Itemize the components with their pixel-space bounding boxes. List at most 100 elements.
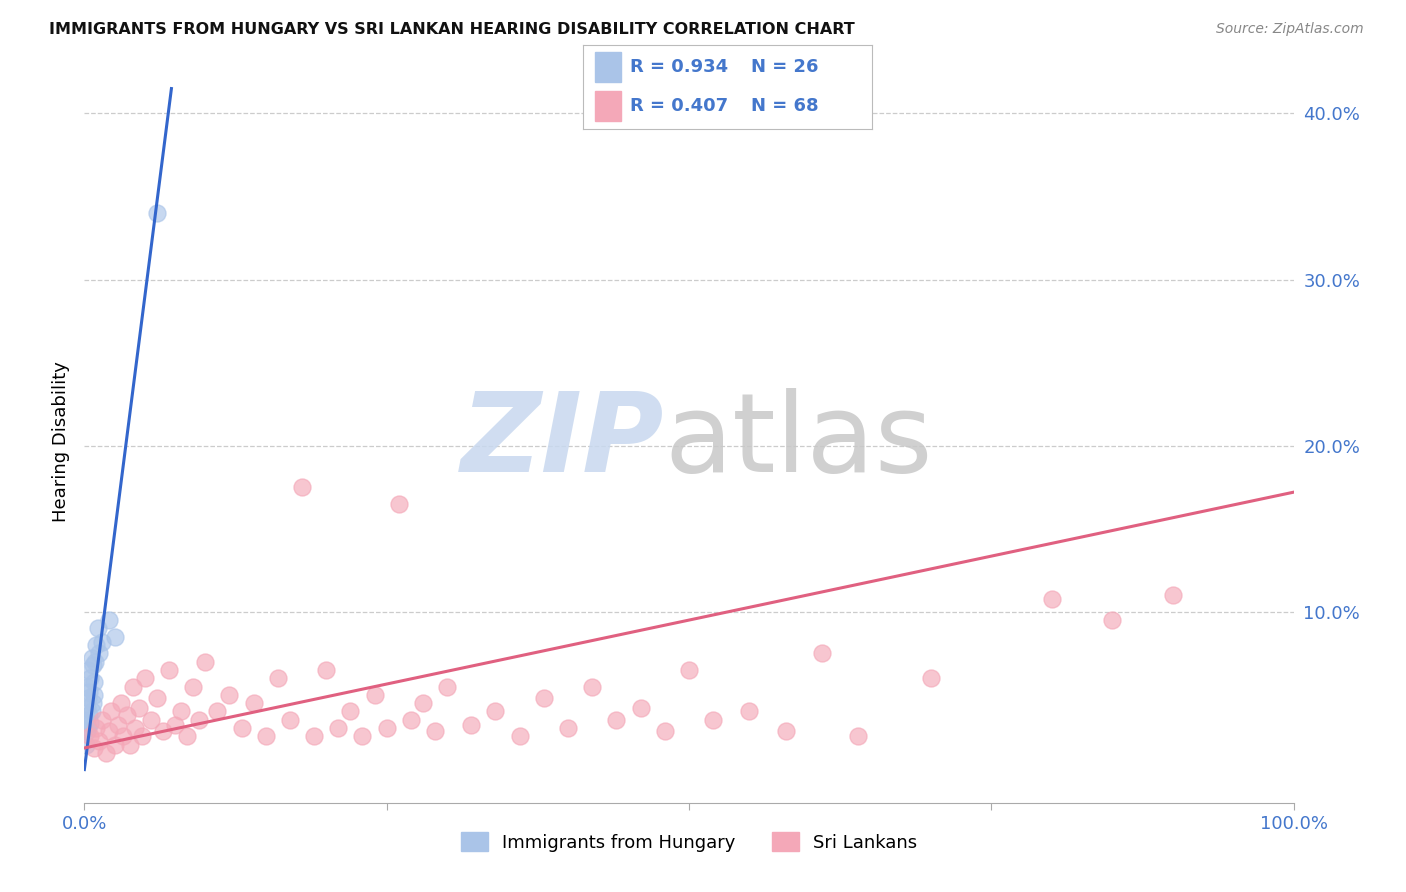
Point <box>302 730 325 744</box>
Point <box>79 730 101 744</box>
Point <box>86 638 108 652</box>
Point <box>630 701 652 715</box>
Point <box>1040 591 1063 606</box>
Point <box>181 680 204 694</box>
Point <box>811 646 834 660</box>
Point <box>605 713 627 727</box>
Point <box>91 634 114 648</box>
Point <box>702 713 724 727</box>
Point <box>79 671 101 685</box>
Point <box>84 655 107 669</box>
Point <box>157 663 180 677</box>
Point <box>352 730 374 744</box>
Point <box>738 705 761 719</box>
Point <box>86 621 108 635</box>
Point <box>315 663 337 677</box>
Point <box>83 674 105 689</box>
Point <box>170 705 193 719</box>
Point <box>654 724 676 739</box>
Point <box>77 707 100 722</box>
Point <box>678 663 700 677</box>
Text: N = 26: N = 26 <box>751 58 818 76</box>
Point <box>83 688 105 702</box>
Point <box>97 613 120 627</box>
Point <box>484 705 506 719</box>
Point <box>194 655 217 669</box>
Point <box>412 696 434 710</box>
Point <box>399 713 422 727</box>
Point <box>165 717 187 731</box>
Bar <box>595 53 621 82</box>
Legend: Immigrants from Hungary, Sri Lankans: Immigrants from Hungary, Sri Lankans <box>453 824 925 859</box>
Point <box>80 651 103 665</box>
Text: IMMIGRANTS FROM HUNGARY VS SRI LANKAN HEARING DISABILITY CORRELATION CHART: IMMIGRANTS FROM HUNGARY VS SRI LANKAN HE… <box>49 22 855 37</box>
Point <box>107 717 129 731</box>
Point <box>267 671 290 685</box>
Point <box>207 705 229 719</box>
Point <box>423 724 446 739</box>
Point <box>134 671 156 685</box>
Point <box>231 721 253 735</box>
Point <box>120 738 142 752</box>
Point <box>328 721 350 735</box>
Point <box>291 480 314 494</box>
Point <box>218 688 240 702</box>
Point <box>128 701 150 715</box>
Point <box>375 721 398 735</box>
Point <box>77 684 100 698</box>
Point <box>131 730 153 744</box>
Point <box>82 657 104 672</box>
Point <box>846 730 869 744</box>
Point <box>460 717 482 731</box>
Point <box>100 705 122 719</box>
Point <box>533 691 555 706</box>
Point <box>79 716 101 731</box>
Point <box>581 680 603 694</box>
Text: R = 0.934: R = 0.934 <box>630 58 728 76</box>
Text: N = 68: N = 68 <box>751 96 818 114</box>
Text: ZIP: ZIP <box>461 388 665 495</box>
Text: atlas: atlas <box>665 388 934 495</box>
Point <box>176 730 198 744</box>
Point <box>75 738 97 752</box>
Point <box>146 691 169 706</box>
Point <box>94 746 117 760</box>
Point <box>112 730 135 744</box>
Bar <box>595 91 621 120</box>
Point <box>76 724 98 739</box>
Point <box>278 713 301 727</box>
Point <box>339 705 361 719</box>
Point <box>86 721 108 735</box>
Point <box>97 724 120 739</box>
Point <box>91 713 114 727</box>
Point <box>80 705 103 719</box>
Point <box>436 680 458 694</box>
Point <box>254 730 277 744</box>
Y-axis label: Hearing Disability: Hearing Disability <box>52 361 70 522</box>
Point <box>75 713 97 727</box>
Point <box>557 721 579 735</box>
Point <box>124 721 146 735</box>
Point <box>110 696 132 710</box>
Point <box>104 630 127 644</box>
Point <box>775 724 797 739</box>
Point <box>242 696 264 710</box>
Point <box>83 741 105 756</box>
Point <box>77 663 100 677</box>
Point <box>76 680 98 694</box>
Point <box>82 696 104 710</box>
Point <box>152 724 174 739</box>
Point <box>87 646 110 660</box>
Point <box>1101 613 1123 627</box>
Point <box>76 701 98 715</box>
Text: Source: ZipAtlas.com: Source: ZipAtlas.com <box>1216 22 1364 37</box>
Text: R = 0.407: R = 0.407 <box>630 96 728 114</box>
Point <box>509 730 531 744</box>
Point <box>1161 588 1184 602</box>
Point <box>77 691 100 706</box>
Point <box>363 688 385 702</box>
Point <box>388 497 411 511</box>
Point <box>104 738 127 752</box>
Point <box>115 707 138 722</box>
Point <box>121 680 143 694</box>
